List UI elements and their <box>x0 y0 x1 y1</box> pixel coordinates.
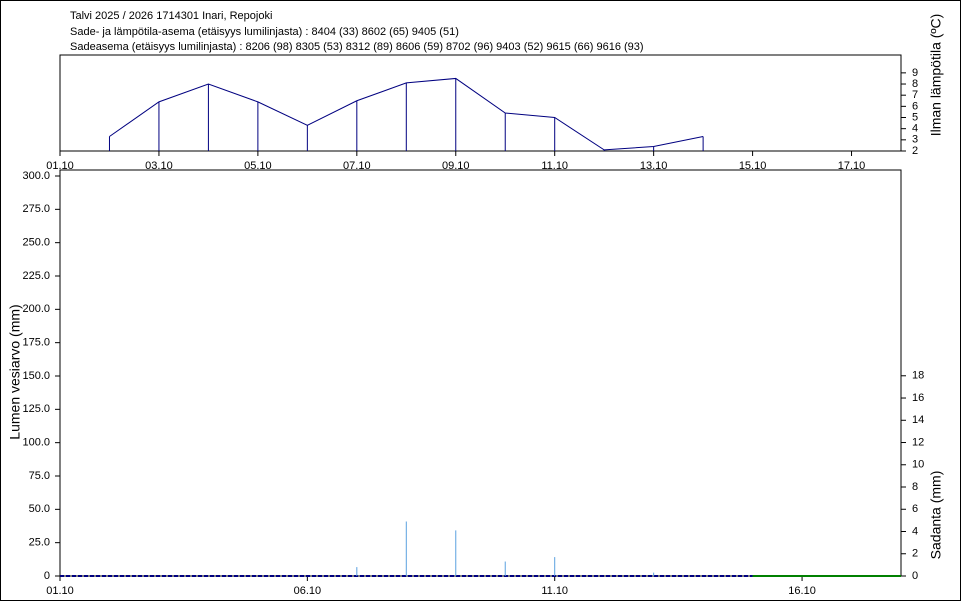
y-tick-label: 4 <box>912 525 918 537</box>
y-tick-label: 0 <box>912 570 918 582</box>
y-tick-label: 7 <box>912 89 918 101</box>
x-tick-label: 06.10 <box>294 585 322 597</box>
y-tick-label: 75.0 <box>29 470 50 482</box>
x-tick-label: 11.10 <box>541 160 568 172</box>
y-tick-label: 50.0 <box>29 503 50 515</box>
y-tick-label: 6 <box>912 503 918 515</box>
x-tick-label: 05.10 <box>244 160 272 172</box>
y-tick-label: 10 <box>912 459 924 471</box>
subtitle: Sadeasema (etäisyys lumilinjasta) : 8206… <box>70 41 644 53</box>
x-tick-label: 03.10 <box>145 160 173 172</box>
x-tick-label: 09.10 <box>442 160 470 172</box>
y-tick-label: 8 <box>912 78 918 90</box>
y-tick-label: 2 <box>912 145 918 157</box>
y-tick-label: 200.0 <box>22 303 50 315</box>
y2-axis-title: Sadanta (mm) <box>928 471 944 560</box>
x-tick-label: 16.10 <box>788 585 816 597</box>
subtitle: Sade- ja lämpötila-asema (etäisyys lumil… <box>70 26 459 38</box>
y-tick-label: 3 <box>912 134 918 146</box>
y-tick-label: 300.0 <box>22 170 50 182</box>
x-tick-label: 13.10 <box>640 160 668 172</box>
y-tick-label: 14 <box>912 414 924 426</box>
x-tick-label: 17.10 <box>838 160 866 172</box>
x-tick-label: 07.10 <box>343 160 371 172</box>
temperature-line <box>109 77 704 151</box>
x-tick-label: 01.10 <box>46 585 74 597</box>
y-tick-label: 12 <box>912 436 924 448</box>
y-tick-label: 125.0 <box>22 403 50 415</box>
y-axis-title: Lumen vesiarvo (mm) <box>7 304 23 439</box>
y-tick-label: 18 <box>912 370 924 382</box>
y-tick-label: 9 <box>912 67 918 79</box>
y-tick-label: 250.0 <box>22 237 50 249</box>
y-tick-label: 225.0 <box>22 270 50 282</box>
y-tick-label: 4 <box>912 123 918 135</box>
x-tick-label: 11.10 <box>541 585 568 597</box>
plot-frame <box>59 54 902 152</box>
y-tick-label: 6 <box>912 100 918 112</box>
y-tick-label: 275.0 <box>22 203 50 215</box>
y-tick-label: 2 <box>912 548 918 560</box>
chart-title: Talvi 2025 / 2026 1714301 Inari, Repojok… <box>70 10 272 22</box>
y-axis-title: Ilman lämpötila (ºC) <box>928 14 944 137</box>
x-tick-label: 15.10 <box>739 160 767 172</box>
y-tick-label: 100.0 <box>22 437 50 449</box>
y-tick-label: 25.0 <box>29 537 50 549</box>
y-tick-label: 5 <box>912 111 918 123</box>
y-tick-label: 150.0 <box>22 370 50 382</box>
y-tick-label: 16 <box>912 392 924 404</box>
y-tick-label: 8 <box>912 481 918 493</box>
x-tick-label: 01.10 <box>46 160 74 172</box>
y-tick-label: 0 <box>44 570 50 582</box>
y-tick-label: 175.0 <box>22 337 50 349</box>
